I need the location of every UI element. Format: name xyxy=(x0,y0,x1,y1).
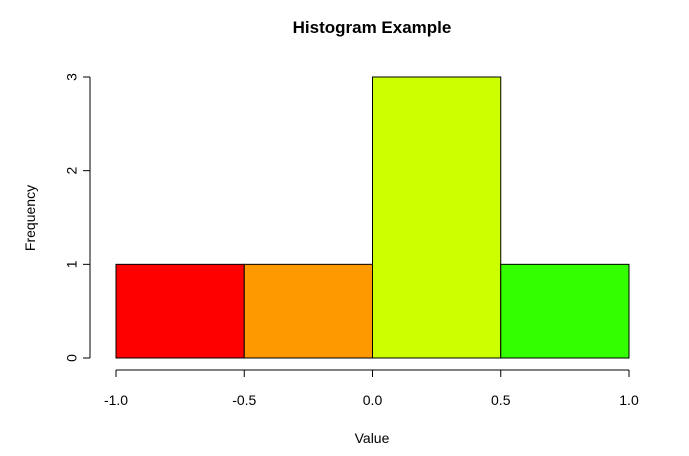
bar xyxy=(500,263,630,359)
y-tick-label: 2 xyxy=(64,167,80,175)
x-tick-label: 0.0 xyxy=(363,392,383,408)
chart-title: Histogram Example xyxy=(293,18,452,37)
bar xyxy=(243,263,373,359)
y-axis-label: Frequency xyxy=(22,185,38,251)
x-tick-label: -1.0 xyxy=(104,392,128,408)
y-tick-label: 1 xyxy=(64,260,80,268)
bar xyxy=(372,76,502,359)
x-tick-label: 1.0 xyxy=(619,392,639,408)
x-axis-label: Value xyxy=(355,430,390,446)
bar xyxy=(115,263,245,359)
y-tick-label: 3 xyxy=(64,73,80,81)
y-tick-label: 0 xyxy=(64,354,80,362)
x-tick-label: -0.5 xyxy=(232,392,256,408)
x-tick-label: 0.5 xyxy=(491,392,511,408)
